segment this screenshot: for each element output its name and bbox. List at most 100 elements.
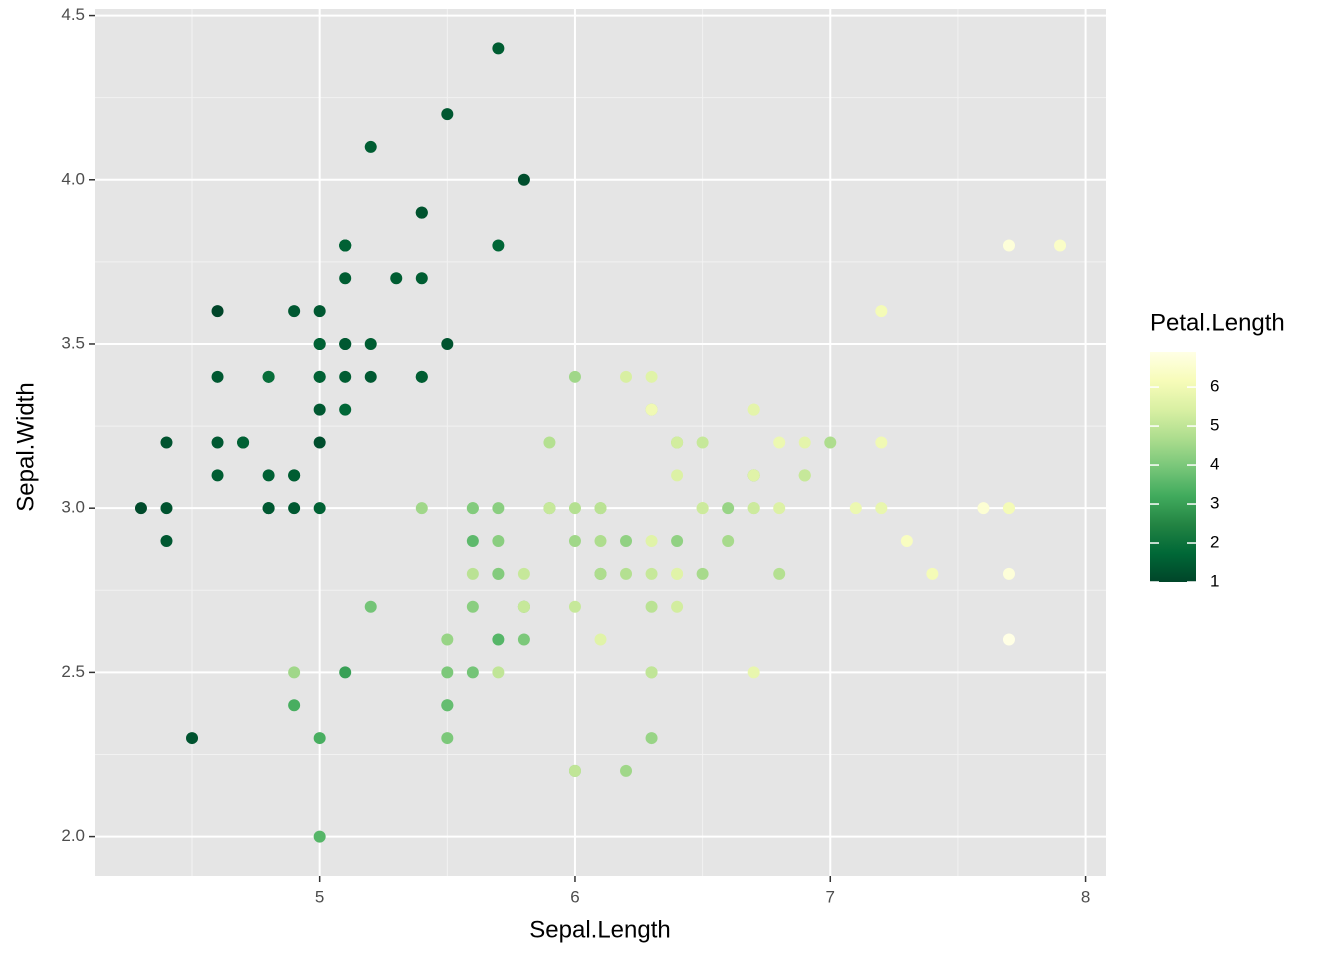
- point: [237, 436, 250, 449]
- point: [466, 535, 479, 548]
- point: [773, 436, 786, 449]
- point: [875, 436, 888, 449]
- point: [339, 239, 352, 252]
- point: [211, 305, 224, 318]
- point: [160, 535, 173, 548]
- point: [875, 305, 888, 318]
- point: [466, 567, 479, 580]
- point: [288, 469, 301, 482]
- point: [671, 436, 684, 449]
- point: [313, 830, 326, 843]
- point: [364, 140, 377, 153]
- point: [466, 600, 479, 613]
- point: [262, 370, 275, 383]
- x-tick-label: 6: [570, 887, 579, 906]
- point: [441, 633, 454, 646]
- point: [211, 370, 224, 383]
- point: [594, 633, 607, 646]
- point: [517, 633, 530, 646]
- point: [517, 600, 530, 613]
- point: [773, 567, 786, 580]
- point: [620, 567, 633, 580]
- point: [568, 370, 581, 383]
- legend-tick-label: 2: [1210, 533, 1219, 552]
- point: [364, 370, 377, 383]
- point: [696, 567, 709, 580]
- point: [415, 502, 428, 515]
- point: [620, 370, 633, 383]
- point: [798, 469, 811, 482]
- point: [645, 666, 658, 679]
- legend-tick-label: 5: [1210, 416, 1219, 435]
- point: [364, 600, 377, 613]
- point: [313, 436, 326, 449]
- point: [339, 403, 352, 416]
- point: [441, 732, 454, 745]
- legend-tick-label: 6: [1210, 377, 1219, 396]
- point: [441, 108, 454, 121]
- point: [313, 305, 326, 318]
- point: [262, 502, 275, 515]
- point: [492, 535, 505, 548]
- point: [288, 502, 301, 515]
- point: [824, 436, 837, 449]
- point: [492, 502, 505, 515]
- point: [339, 337, 352, 350]
- x-tick-label: 7: [826, 887, 835, 906]
- point: [926, 567, 939, 580]
- point: [900, 535, 913, 548]
- point: [798, 436, 811, 449]
- point: [594, 535, 607, 548]
- point: [696, 436, 709, 449]
- point: [645, 403, 658, 416]
- point: [671, 567, 684, 580]
- y-tick-label: 4.5: [61, 5, 85, 24]
- point: [441, 666, 454, 679]
- point: [671, 469, 684, 482]
- point: [160, 502, 173, 515]
- legend-tick-label: 4: [1210, 455, 1219, 474]
- point: [441, 337, 454, 350]
- point: [1054, 239, 1067, 252]
- point: [645, 535, 658, 548]
- point: [645, 567, 658, 580]
- panel: [95, 9, 1106, 876]
- point: [747, 666, 760, 679]
- point: [390, 272, 403, 285]
- point: [313, 403, 326, 416]
- point: [671, 600, 684, 613]
- y-tick-label: 2.5: [61, 662, 85, 681]
- point: [415, 206, 428, 219]
- point: [313, 502, 326, 515]
- point: [722, 502, 735, 515]
- point: [364, 337, 377, 350]
- point: [492, 42, 505, 55]
- point: [1002, 633, 1015, 646]
- y-tick-label: 3.0: [61, 498, 85, 517]
- point: [313, 337, 326, 350]
- point: [747, 469, 760, 482]
- point: [568, 535, 581, 548]
- point: [288, 699, 301, 712]
- point: [696, 502, 709, 515]
- point: [773, 502, 786, 515]
- point: [466, 666, 479, 679]
- point: [645, 600, 658, 613]
- point: [594, 567, 607, 580]
- point: [722, 535, 735, 548]
- point: [620, 535, 633, 548]
- legend-tick-label: 3: [1210, 494, 1219, 513]
- y-tick-label: 3.5: [61, 333, 85, 352]
- point: [415, 370, 428, 383]
- point: [543, 502, 556, 515]
- point: [517, 567, 530, 580]
- x-tick-label: 5: [315, 887, 324, 906]
- point: [1002, 239, 1015, 252]
- point: [339, 666, 352, 679]
- point: [1002, 502, 1015, 515]
- point: [568, 502, 581, 515]
- point: [543, 436, 556, 449]
- point: [517, 173, 530, 186]
